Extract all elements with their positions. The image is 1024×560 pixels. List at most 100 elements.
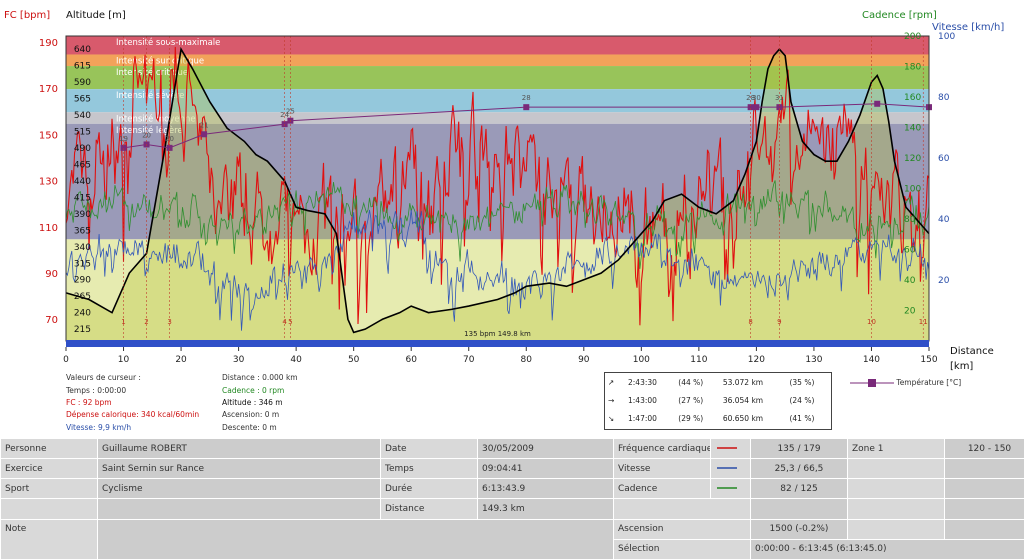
cadence-tick-label: 60 <box>904 246 916 256</box>
cadence-tick-label: 40 <box>904 276 916 286</box>
summary-time-pct: (27 %) <box>678 395 704 405</box>
summary-time-pct: (44 %) <box>678 377 704 387</box>
speed-tick-label: 60 <box>938 154 950 164</box>
zone-band <box>66 112 929 124</box>
cursor-descente: Descente: 0 m <box>222 423 277 432</box>
cadence-label-text: Cadence <box>618 483 658 494</box>
altitude-tick-label: 515 <box>74 128 91 138</box>
speed-line <box>65 209 930 331</box>
cadence-value: 82 / 125 <box>750 478 848 500</box>
temperature-label: 20 <box>142 131 151 139</box>
temperature-marker <box>523 104 530 111</box>
altitude-tick-label: 390 <box>74 210 91 220</box>
summary-time: 2:43:30 <box>628 377 657 387</box>
x-tick-label: 50 <box>348 355 360 365</box>
summary-time: 1:47:00 <box>628 413 657 423</box>
altitude-tick-label: 240 <box>74 309 91 319</box>
duree-value: 6:13:43.9 <box>477 478 614 500</box>
note-field[interactable] <box>97 518 614 560</box>
cursor-vitesse: Vitesse: 9,9 km/h <box>66 423 132 432</box>
zone-label: Intensité légère <box>116 125 183 136</box>
temperature-legend-icon <box>850 379 894 387</box>
x-tick-label: 140 <box>863 355 880 365</box>
sport-label: Sport <box>0 478 98 500</box>
fc-tick-label: 110 <box>39 223 58 234</box>
x-tick-label: 110 <box>690 355 707 365</box>
cursor-fc: FC : 92 bpm <box>66 398 112 407</box>
summary-dist-pct: (35 %) <box>789 377 815 387</box>
zone-band <box>66 66 929 90</box>
distance-axis-unit: [km] <box>950 361 974 372</box>
vitesse-value: 25,3 / 66,5 <box>750 458 848 480</box>
x-tick-label: 120 <box>748 355 765 365</box>
temperature-legend: Température [°C] <box>850 378 961 388</box>
distance-label: Distance <box>380 498 478 520</box>
altitude-line <box>65 46 930 334</box>
empty-cell <box>613 498 751 520</box>
fc-tick-label: 70 <box>45 315 58 326</box>
x-tick-label: 80 <box>521 355 533 365</box>
date-label: Date <box>380 437 478 460</box>
cursor-readout: 135 bpm 149.8 km <box>464 330 531 338</box>
speed-axis-title: Vitesse [km/h] <box>932 22 1005 33</box>
selection-label: Sélection <box>613 538 751 560</box>
empty-cell <box>944 478 1024 500</box>
ascension-value: 1500 (-0.2%) <box>750 518 848 540</box>
lap-marker-label: 2 <box>144 318 148 326</box>
lap-marker-label: 11 <box>919 318 928 326</box>
temperature-line <box>123 103 930 149</box>
duree-label: Durée <box>380 478 478 500</box>
summary-time-pct: (29 %) <box>678 413 704 423</box>
temperature-label: 28 <box>522 94 531 102</box>
x-tick-label: 60 <box>405 355 417 365</box>
altitude-area <box>66 49 929 341</box>
temps-label: Temps <box>380 458 478 480</box>
summary-row-up: ↗ 2:43:30 (44 %) 53.072 km (35 %) <box>605 373 831 391</box>
cadence-axis-title: Cadence [rpm] <box>862 10 937 21</box>
x-tick-label: 30 <box>233 355 245 365</box>
summary-dist-pct: (24 %) <box>789 395 815 405</box>
empty-cell <box>847 478 945 500</box>
selection-value: 0:00:00 - 6:13:45 (6:13:45.0) <box>750 538 1024 560</box>
cursor-temps: Temps : 0:00:00 <box>66 386 127 395</box>
summary-time: 1:43:00 <box>628 395 657 405</box>
empty-cell <box>847 498 945 520</box>
cadence-tick-label: 100 <box>904 185 921 195</box>
temperature-label: 21 <box>200 121 209 129</box>
zone-label: Intensité sur critique <box>116 55 204 66</box>
x-tick-label: 0 <box>63 355 69 365</box>
activity-chart[interactable]: Intensité sous-maximale Intensité sur cri… <box>0 0 1024 370</box>
temperature-label: 20 <box>165 135 174 143</box>
speed-tick-label: 80 <box>938 93 950 103</box>
temperature-label: 19 <box>119 135 128 143</box>
distance-value: 149.3 km <box>477 498 614 520</box>
cadence-tick-label: 200 <box>904 32 921 42</box>
lap-marker-label: 4 <box>282 318 287 326</box>
zone-band <box>66 54 929 67</box>
lap-marker-label: 1 <box>121 318 125 326</box>
climb-summary: ↗ 2:43:30 (44 %) 53.072 km (35 %) → 1:43… <box>604 372 832 430</box>
arrow-right-icon: → <box>608 395 615 405</box>
empty-cell <box>97 498 381 520</box>
altitude-tick-label: 565 <box>74 95 91 105</box>
cadence-legend-swatch <box>710 478 751 500</box>
speed-tick-label: 40 <box>938 215 950 225</box>
cadence-tick-label: 80 <box>904 215 916 225</box>
cadence-tick-label: 160 <box>904 93 921 103</box>
altitude-tick-label: 640 <box>74 45 91 55</box>
temperature-marker <box>747 104 754 111</box>
sport-value: Cyclisme <box>97 478 381 500</box>
date-value: 30/05/2009 <box>477 437 614 460</box>
temperature-marker <box>201 131 208 138</box>
altitude-tick-label: 265 <box>74 292 91 302</box>
cadence-tick-label: 180 <box>904 63 921 73</box>
temperature-label: 31 <box>775 94 784 102</box>
empty-cell <box>847 518 945 540</box>
cadence-tick-label: 120 <box>904 154 921 164</box>
zone-label: Intensité sévère <box>116 90 184 101</box>
temperature-label: 30 <box>752 94 761 102</box>
empty-cell <box>944 498 1024 520</box>
fc-axis-title: FC [bpm] <box>4 10 51 21</box>
x-tick-label: 20 <box>175 355 187 365</box>
summary-row-flat: → 1:43:00 (27 %) 36.054 km (24 %) <box>605 391 831 409</box>
